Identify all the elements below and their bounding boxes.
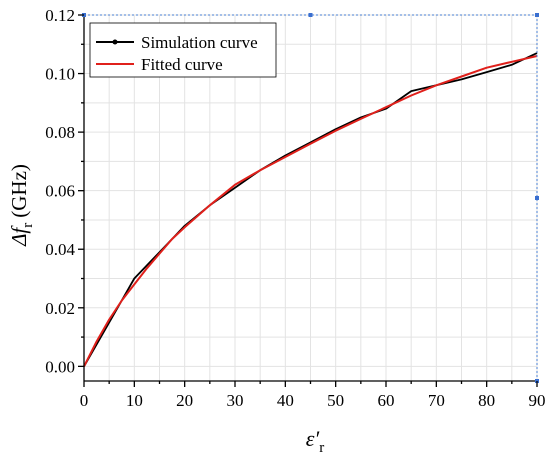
x-axis-symbol: ε′ <box>306 426 321 451</box>
selection-handle <box>308 13 313 17</box>
y-tick-label: 0.06 <box>45 182 75 201</box>
x-axis-title: ε′r <box>306 426 324 456</box>
x-tick-label: 90 <box>529 391 546 410</box>
legend-entry-fitted: Fitted curve <box>96 55 223 74</box>
legend-label-fitted: Fitted curve <box>141 55 223 74</box>
x-tick-label: 30 <box>227 391 244 410</box>
y-axis-symbol: Δf <box>7 225 31 247</box>
tick-labels: 0 10 20 30 40 50 60 70 80 90 0.00 0.02 0.04 0.06 0.08 0… <box>45 6 545 410</box>
y-axis-unit: (GHz) <box>7 164 31 218</box>
y-tick-label: 0.08 <box>45 123 75 142</box>
series-line-fitted <box>83 55 538 367</box>
y-tick-label: 0.12 <box>45 6 75 25</box>
selection-handle <box>535 13 539 17</box>
y-axis-title: Δfr (GHz) <box>7 164 36 247</box>
selection-handle <box>535 196 539 200</box>
x-tick-label: 20 <box>176 391 193 410</box>
y-axis-subscript: r <box>20 223 36 228</box>
axes <box>78 13 539 387</box>
legend-entry-simulation: Simulation curve <box>96 33 258 52</box>
x-tick-label: 40 <box>277 391 294 410</box>
x-tick-label: 50 <box>327 391 344 410</box>
x-axis-subscript: r <box>319 440 324 456</box>
x-tick-label: 70 <box>428 391 445 410</box>
plot-area <box>83 52 538 367</box>
x-tick-label: 0 <box>80 391 89 410</box>
y-tick-label: 0.10 <box>45 65 75 84</box>
legend-box <box>89 22 277 78</box>
legend: Simulation curve Fitted curve <box>89 22 277 78</box>
y-tick-label: 0.02 <box>45 299 75 318</box>
legend-marker-simulation <box>112 39 118 45</box>
x-tick-label: 10 <box>126 391 143 410</box>
x-tick-label: 60 <box>378 391 395 410</box>
legend-label-simulation: Simulation curve <box>141 33 258 52</box>
y-tick-label: 0.00 <box>45 357 75 376</box>
x-tick-label: 80 <box>478 391 495 410</box>
y-tick-label: 0.04 <box>45 240 75 259</box>
